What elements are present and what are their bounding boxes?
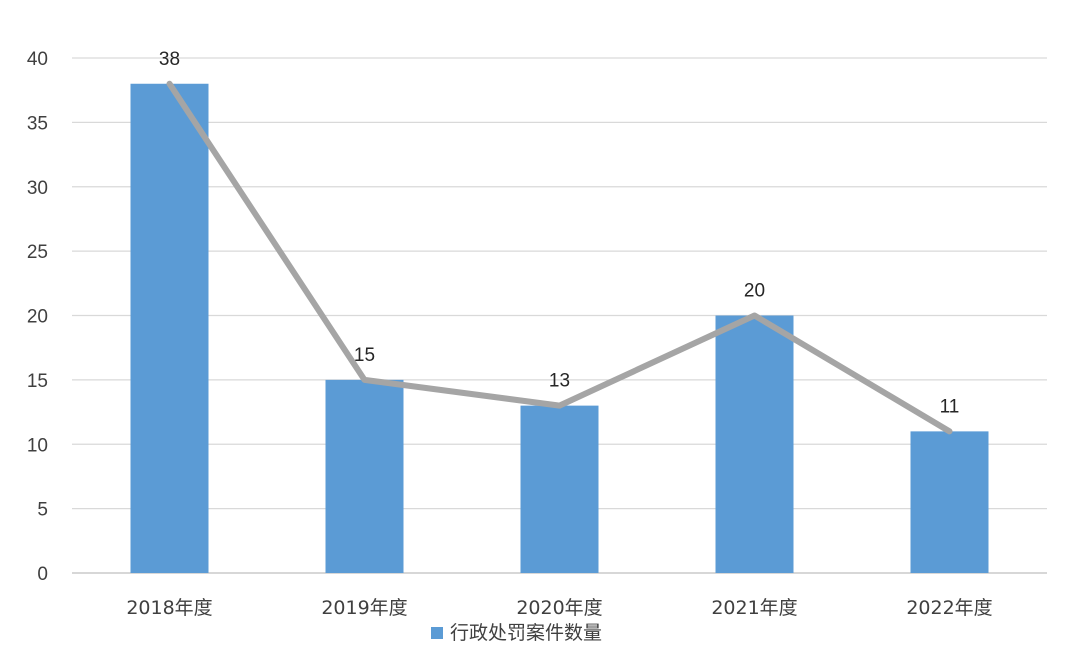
trend-line-path xyxy=(166,80,953,435)
legend-swatch xyxy=(431,627,443,639)
y-tick-label: 30 xyxy=(27,178,48,199)
y-tick-label: 40 xyxy=(27,49,48,70)
data-label: 20 xyxy=(744,281,765,302)
data-label: 15 xyxy=(354,345,375,366)
bars xyxy=(130,83,989,573)
x-tick-label: 2018年度 xyxy=(126,597,212,619)
x-tick-label: 2021年度 xyxy=(711,597,797,619)
bar xyxy=(325,379,404,573)
y-tick-label: 5 xyxy=(37,500,48,521)
bar xyxy=(520,405,599,573)
y-axis-ticks: 0 5 10 15 20 25 30 35 40 xyxy=(27,49,48,585)
x-tick-label: 2019年度 xyxy=(321,597,407,619)
legend: 行政处罚案件数量 xyxy=(431,622,602,644)
legend-label: 行政处罚案件数量 xyxy=(450,622,602,644)
y-tick-label: 35 xyxy=(27,113,48,134)
x-tick-label: 2020年度 xyxy=(516,597,602,619)
x-axis-ticks: 2018年度 2019年度 2020年度 2021年度 2022年度 xyxy=(126,597,992,619)
data-label: 13 xyxy=(549,371,570,392)
bar xyxy=(130,83,209,573)
y-tick-label: 15 xyxy=(27,371,48,392)
bar xyxy=(910,431,989,573)
x-tick-label: 2022年度 xyxy=(906,597,992,619)
bar xyxy=(715,315,794,573)
data-label: 38 xyxy=(159,49,180,70)
y-tick-label: 10 xyxy=(27,435,48,456)
y-tick-label: 0 xyxy=(37,564,48,585)
data-labels: 38 15 13 20 11 xyxy=(159,49,959,418)
y-tick-label: 25 xyxy=(27,242,48,263)
trend-line xyxy=(166,80,953,435)
y-tick-label: 20 xyxy=(27,307,48,328)
data-label: 11 xyxy=(940,396,960,417)
